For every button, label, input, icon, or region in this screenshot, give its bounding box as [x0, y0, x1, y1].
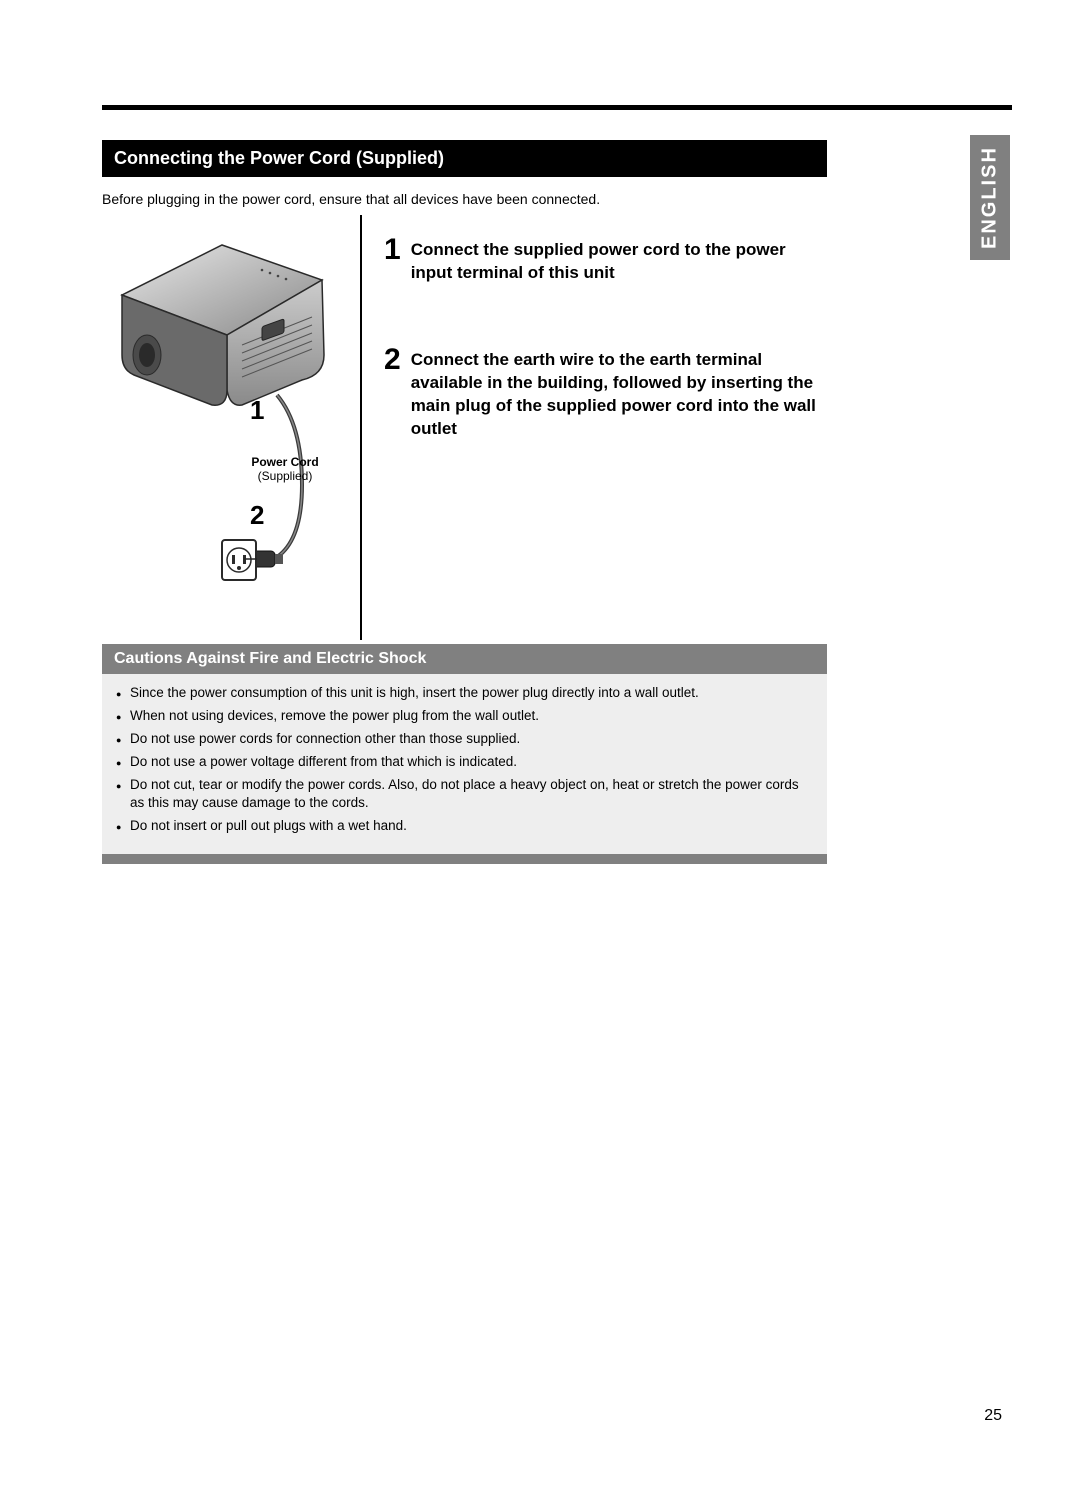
cord-label-line2: (Supplied) [258, 469, 313, 483]
step-1-number: 1 [384, 235, 401, 285]
caution-item: When not using devices, remove the power… [116, 707, 813, 726]
caution-item: Do not use power cords for connection ot… [116, 730, 813, 749]
caution-header: Cautions Against Fire and Electric Shock [102, 644, 827, 674]
projector-diagram [102, 225, 352, 625]
intro-text: Before plugging in the power cord, ensur… [102, 191, 827, 207]
section-header: Connecting the Power Cord (Supplied) [102, 140, 827, 177]
page-number: 25 [984, 1407, 1002, 1425]
top-rule [102, 105, 1012, 110]
diagram-marker-1: 1 [250, 395, 264, 426]
step-2-number: 2 [384, 345, 401, 441]
step-2: 2 Connect the earth wire to the earth te… [384, 345, 827, 441]
cord-label-line1: Power Cord [251, 455, 318, 469]
diagram-marker-2: 2 [250, 500, 264, 531]
caution-item: Do not use a power voltage different fro… [116, 753, 813, 772]
page-content: Connecting the Power Cord (Supplied) Bef… [102, 105, 1012, 864]
caution-item: Since the power consumption of this unit… [116, 684, 813, 703]
caution-footer-bar [102, 854, 827, 864]
diagram-column: 1 Power Cord (Supplied) 2 [102, 215, 362, 640]
power-cord-label: Power Cord (Supplied) [240, 455, 330, 484]
step-2-text: Connect the earth wire to the earth term… [411, 345, 827, 441]
caution-list: Since the power consumption of this unit… [116, 684, 813, 836]
step-1: 1 Connect the supplied power cord to the… [384, 235, 827, 285]
steps-column: 1 Connect the supplied power cord to the… [362, 215, 827, 640]
two-column-layout: 1 Power Cord (Supplied) 2 1 Connect the … [102, 215, 827, 640]
caution-body: Since the power consumption of this unit… [102, 674, 827, 854]
step-1-text: Connect the supplied power cord to the p… [411, 235, 827, 285]
caution-item: Do not cut, tear or modify the power cor… [116, 776, 813, 814]
caution-item: Do not insert or pull out plugs with a w… [116, 817, 813, 836]
